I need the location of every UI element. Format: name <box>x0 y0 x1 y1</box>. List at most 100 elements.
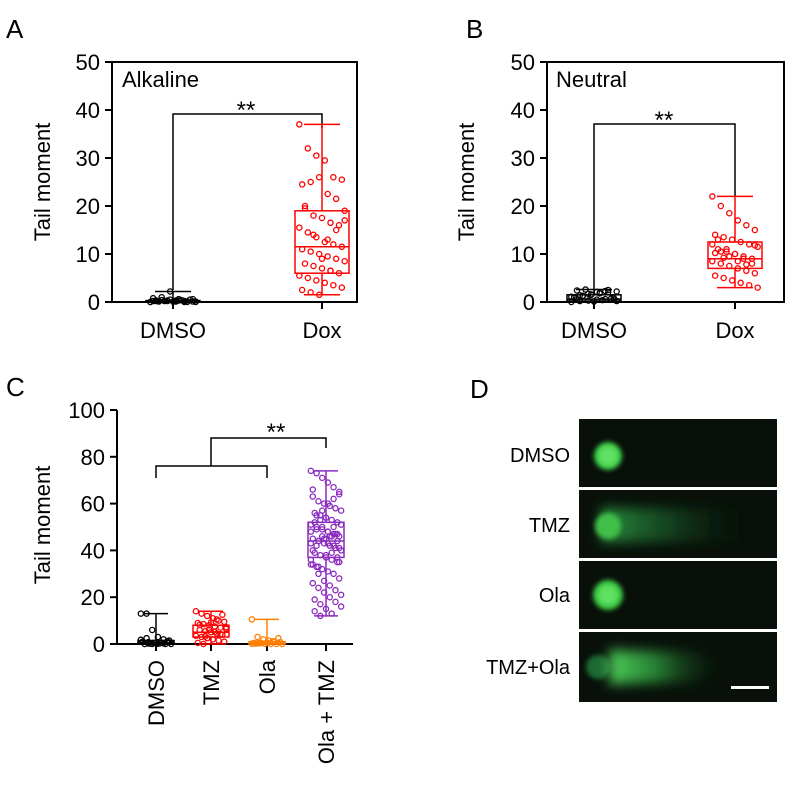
data-point <box>607 295 615 302</box>
c-xtick-label-tmz: TMZ <box>199 660 224 705</box>
data-point <box>298 286 306 294</box>
data-point <box>585 290 592 298</box>
data-point <box>219 611 226 618</box>
data-point <box>217 630 224 638</box>
c-series-dmso <box>137 610 175 648</box>
data-point <box>717 248 725 255</box>
panel-b-xticks: DMSO Dox <box>561 302 755 343</box>
c-ytick-label: 60 <box>81 492 105 517</box>
data-point <box>751 242 759 249</box>
b-ytick-label: 50 <box>511 50 535 75</box>
data-point <box>307 248 314 255</box>
data-point <box>324 253 331 260</box>
data-point <box>311 607 318 615</box>
data-point <box>711 249 719 257</box>
data-point <box>334 537 341 545</box>
c-series-tmz <box>192 607 230 648</box>
data-point <box>335 490 343 498</box>
b-ytick-label: 20 <box>511 194 535 219</box>
data-point <box>720 274 727 282</box>
data-point <box>754 284 761 291</box>
panel-d-image-tmz <box>579 490 777 558</box>
data-point <box>318 255 326 263</box>
data-point <box>200 620 207 628</box>
panel-d-image-tmz-ola <box>579 632 777 702</box>
data-point <box>751 269 759 277</box>
data-point <box>711 272 719 279</box>
data-point <box>220 638 228 645</box>
data-point <box>320 500 328 507</box>
data-point <box>178 296 185 304</box>
data-point <box>254 640 261 647</box>
data-point <box>714 236 722 243</box>
panel-b-chart: B Neutral Tail moment 0 10 20 30 40 50 DMSO Do… <box>454 14 785 343</box>
data-point <box>313 542 320 549</box>
data-point <box>322 551 330 559</box>
data-point <box>745 281 753 289</box>
data-point <box>327 267 334 275</box>
panel-c-sig-bracket-upper <box>210 437 327 466</box>
data-point <box>278 640 286 648</box>
data-point <box>192 607 200 615</box>
data-point <box>582 286 589 293</box>
data-point <box>587 291 595 298</box>
data-point <box>324 568 332 575</box>
data-point <box>198 610 205 617</box>
data-point <box>731 250 739 258</box>
panel-a-sig-label: ** <box>237 97 256 124</box>
data-point <box>324 540 332 547</box>
data-point <box>743 267 750 275</box>
a-ytick-label: 40 <box>76 98 100 123</box>
data-point <box>310 212 317 219</box>
data-point <box>341 217 348 224</box>
data-point <box>315 570 322 578</box>
data-point <box>593 288 601 296</box>
a-ytick-label: 30 <box>76 146 100 171</box>
data-point <box>315 173 323 181</box>
data-point <box>337 603 345 610</box>
b-xtick-label-dmso: DMSO <box>561 318 627 343</box>
data-point <box>309 493 317 500</box>
panel-c-sig: ** <box>155 419 327 478</box>
data-point <box>324 479 332 486</box>
panel-d-label-tmz-ola: TMZ+Ola <box>486 657 571 679</box>
data-point <box>275 634 282 642</box>
data-point <box>301 202 309 210</box>
data-point <box>320 577 328 585</box>
data-point <box>613 288 620 295</box>
data-point <box>192 632 200 640</box>
data-point <box>269 637 276 645</box>
data-point <box>137 610 145 617</box>
data-point <box>143 634 150 642</box>
panel-b-frame <box>546 61 785 303</box>
data-point <box>318 533 326 540</box>
c-ytick-label: 40 <box>81 538 105 563</box>
data-point <box>318 523 326 531</box>
data-point <box>301 260 309 267</box>
panel-b-yticks: 0 10 20 30 40 50 <box>511 50 547 315</box>
data-point <box>194 639 202 647</box>
data-point <box>139 638 147 645</box>
data-point <box>711 231 719 239</box>
c-ytick-label: 0 <box>93 632 105 657</box>
data-point <box>332 226 340 234</box>
data-point <box>338 284 346 291</box>
data-point <box>335 221 343 229</box>
data-point <box>315 584 322 592</box>
data-point <box>318 507 326 514</box>
data-point <box>332 505 339 512</box>
data-point <box>192 298 199 306</box>
data-point <box>330 173 337 181</box>
data-point <box>324 190 331 198</box>
data-point <box>304 145 312 152</box>
data-point <box>599 296 606 304</box>
data-point <box>172 298 180 305</box>
data-point <box>202 633 209 640</box>
data-point <box>579 292 586 300</box>
panel-b-letter: B <box>466 14 483 44</box>
data-point <box>200 640 207 648</box>
data-point <box>332 530 339 538</box>
data-point <box>740 255 747 263</box>
data-point <box>330 570 337 578</box>
data-point <box>166 288 174 295</box>
